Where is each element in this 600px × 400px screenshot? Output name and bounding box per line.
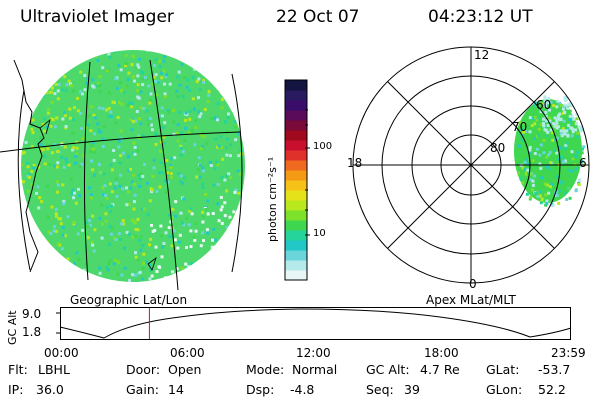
- seq-value: 39: [404, 382, 420, 397]
- gc-alt-label: GC Alt:: [366, 362, 410, 377]
- dsp-label: Dsp:: [246, 382, 275, 397]
- gain-value: 14: [168, 382, 184, 397]
- orbit-altitude-curve: [59, 308, 572, 339]
- lat-label-70: 70: [512, 120, 528, 134]
- gc-alt-value: 4.7 Re: [420, 362, 460, 377]
- gain-label: Gain:: [126, 382, 159, 397]
- orbit-y-tick-min: 1.8: [22, 325, 42, 339]
- colorbar-ticks: [305, 109, 310, 236]
- glat-label: GLat:: [486, 362, 520, 377]
- longitude-line: [231, 73, 243, 273]
- geographic-panel-label: Geographic Lat/Lon: [70, 293, 188, 307]
- mode-label: Mode:: [246, 362, 285, 377]
- filter-label: Flt:: [8, 362, 28, 377]
- orbit-x-tick-3: 18:00: [424, 346, 459, 360]
- colorbar-tick-10: 10: [313, 228, 326, 239]
- lat-label-60: 60: [536, 98, 552, 112]
- colorbar-tick-100: 100: [313, 141, 333, 152]
- mlt-label-0: 0: [469, 277, 477, 291]
- polar-plot: [352, 46, 590, 284]
- orbit-x-tick-2: 12:00: [296, 346, 331, 360]
- longitude-line: [149, 59, 179, 291]
- door-value: Open: [168, 362, 202, 377]
- latitude-line: [0, 131, 241, 153]
- instrument-title: Ultraviolet Imager: [20, 7, 174, 27]
- geographic-image-panel: [0, 50, 245, 291]
- coastline: [13, 59, 45, 273]
- observation-time: 04:23:12 UT: [428, 7, 533, 27]
- orbit-x-tick-0: 00:00: [44, 346, 79, 360]
- seq-label: Seq:: [366, 382, 394, 397]
- glat-value: -53.7: [538, 362, 571, 377]
- lat-label-80: 80: [490, 141, 506, 155]
- ip-label: IP:: [8, 382, 24, 397]
- mode-value: Normal: [292, 362, 338, 377]
- orbit-altitude-plot: [56, 307, 572, 340]
- longitude-line: [17, 89, 31, 271]
- orbit-y-axis-label: GC Alt: [6, 310, 19, 345]
- colorbar-units-label: photon cm⁻²s⁻¹: [266, 156, 279, 242]
- mlt-label-6: 6: [579, 156, 587, 170]
- glon-value: 52.2: [538, 382, 566, 397]
- door-label: Door:: [126, 362, 161, 377]
- glon-label: GLon:: [486, 382, 523, 397]
- mlt-label-18: 18: [347, 156, 363, 170]
- orbit-x-tick-1: 06:00: [170, 346, 205, 360]
- polar-panel-label: Apex MLat/MLT: [426, 293, 516, 307]
- mlt-label-12: 12: [474, 48, 490, 62]
- ip-value: 36.0: [36, 382, 64, 397]
- longitude-line: [83, 61, 91, 281]
- colorbar: [284, 79, 308, 281]
- observation-date: 22 Oct 07: [276, 7, 360, 27]
- dsp-value: -4.8: [290, 382, 315, 397]
- orbit-y-tick-max: 9.0: [22, 307, 42, 321]
- orbit-x-tick-4: 23:59: [551, 346, 586, 360]
- filter-value: LBHL: [38, 362, 70, 377]
